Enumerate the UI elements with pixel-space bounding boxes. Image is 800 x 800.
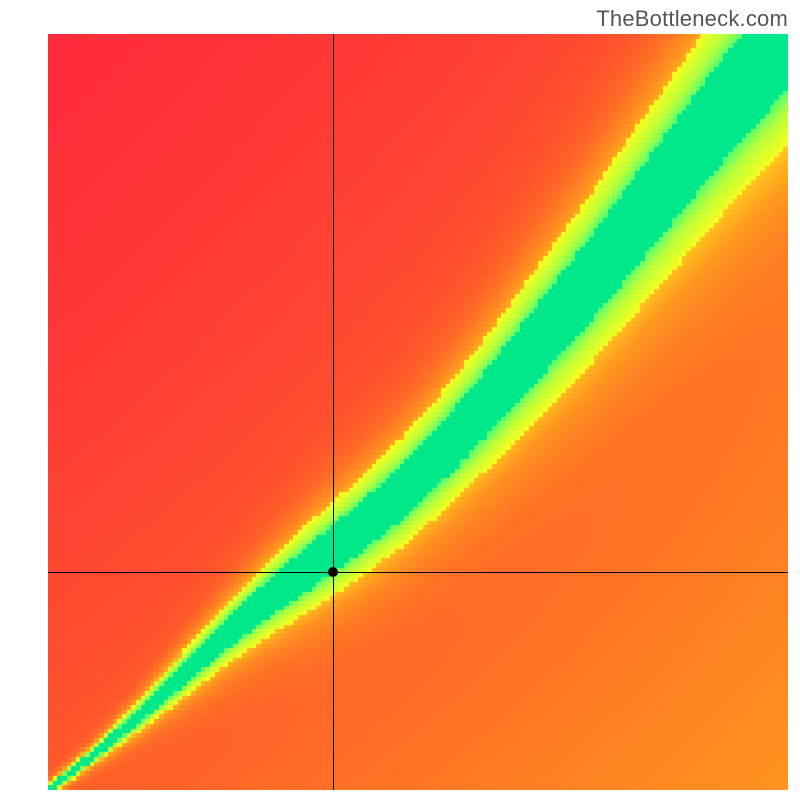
watermark-text: TheBottleneck.com <box>596 6 788 32</box>
crosshair-vertical <box>333 34 334 790</box>
chart-container: TheBottleneck.com <box>0 0 800 800</box>
heatmap-canvas <box>48 34 788 790</box>
crosshair-marker <box>328 567 338 577</box>
crosshair-horizontal <box>48 572 788 573</box>
